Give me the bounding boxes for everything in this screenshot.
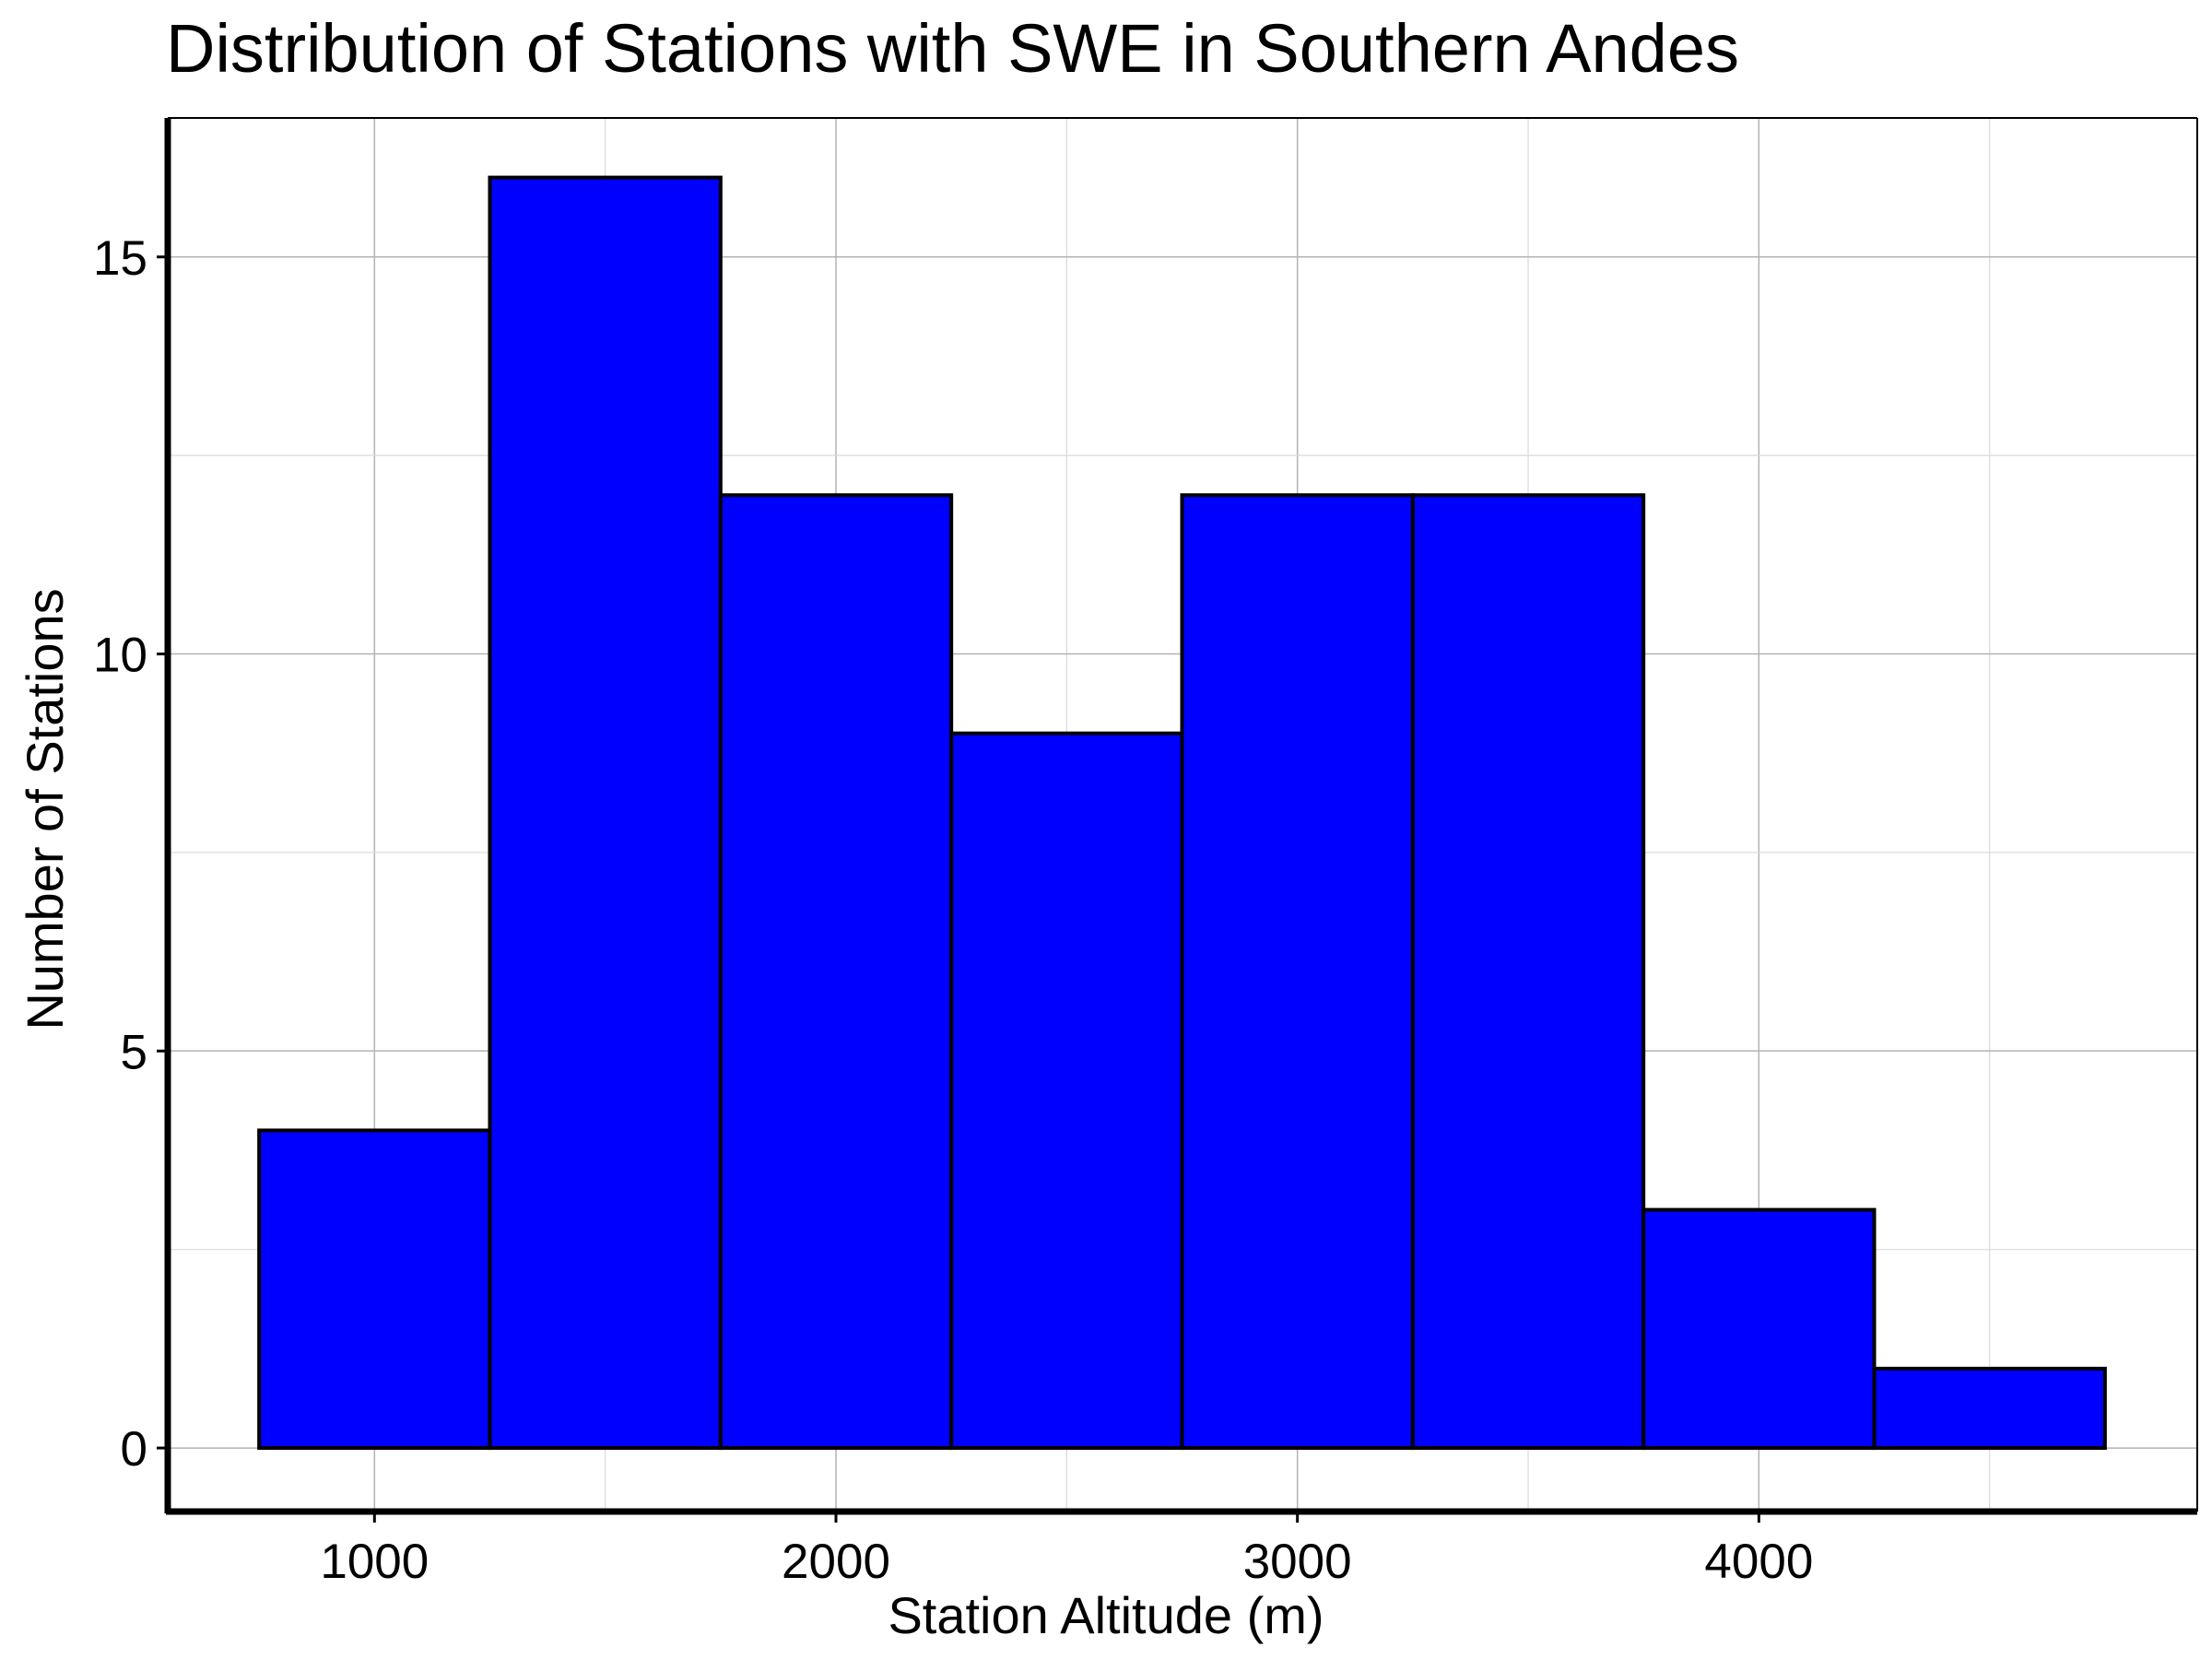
x-tick-label: 3000 xyxy=(1243,1535,1352,1589)
y-tick-label: 15 xyxy=(93,231,147,286)
x-tick-label: 2000 xyxy=(782,1535,890,1589)
x-tick-label: 4000 xyxy=(1704,1535,1813,1589)
histogram-bar-3 xyxy=(718,493,954,1451)
y-tick-label: 5 xyxy=(121,1025,147,1079)
x-tick-label: 1000 xyxy=(320,1535,429,1589)
histogram-bar-7 xyxy=(1641,1207,1877,1451)
histogram-bar-2 xyxy=(488,175,723,1451)
y-tick-labels: 0 5 10 15 xyxy=(93,231,147,1477)
histogram-bar-6 xyxy=(1410,493,1646,1451)
histogram-bar-8 xyxy=(1872,1366,2107,1451)
axes xyxy=(157,117,2198,1523)
x-tick-labels: 1000 2000 3000 4000 xyxy=(320,1535,1813,1589)
y-tick-label: 10 xyxy=(93,629,147,683)
y-axis-label: Number of Stations xyxy=(16,588,74,1030)
histogram-bar-4 xyxy=(949,731,1184,1451)
histogram-bar-5 xyxy=(1180,493,1415,1451)
y-tick-label: 0 xyxy=(121,1422,147,1477)
x-axis-label: Station Altitude (m) xyxy=(888,1586,1324,1644)
chart-title: Distribution of Stations with SWE in Sou… xyxy=(166,10,1739,87)
histogram-bar-1 xyxy=(257,1128,492,1451)
bars xyxy=(257,175,2107,1451)
